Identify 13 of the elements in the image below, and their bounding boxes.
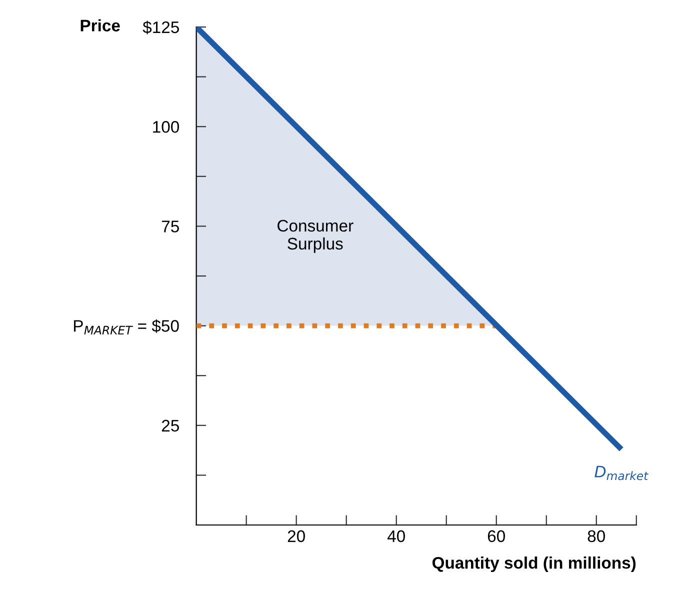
x-tick-label: 80 <box>588 530 605 542</box>
y-tick-label: 75 <box>162 220 179 232</box>
x-axis-title: Quantity sold (in millions) <box>432 556 636 572</box>
x-tick-label: 20 <box>288 530 305 542</box>
y-tick-label: $125 <box>142 20 179 34</box>
y-tick-label: 25 <box>162 420 179 432</box>
annotation: Consumer Surplus <box>278 220 354 253</box>
series-label: D$_{market}$ <box>594 466 648 480</box>
y-axis-title: Price <box>80 19 120 32</box>
y-tick-label: 100 <box>153 121 180 133</box>
x-tick-label: 60 <box>488 530 505 542</box>
y-tick-label: P$_{MARKET}$ = $50 <box>74 319 179 334</box>
x-tick-label: 40 <box>387 530 405 542</box>
